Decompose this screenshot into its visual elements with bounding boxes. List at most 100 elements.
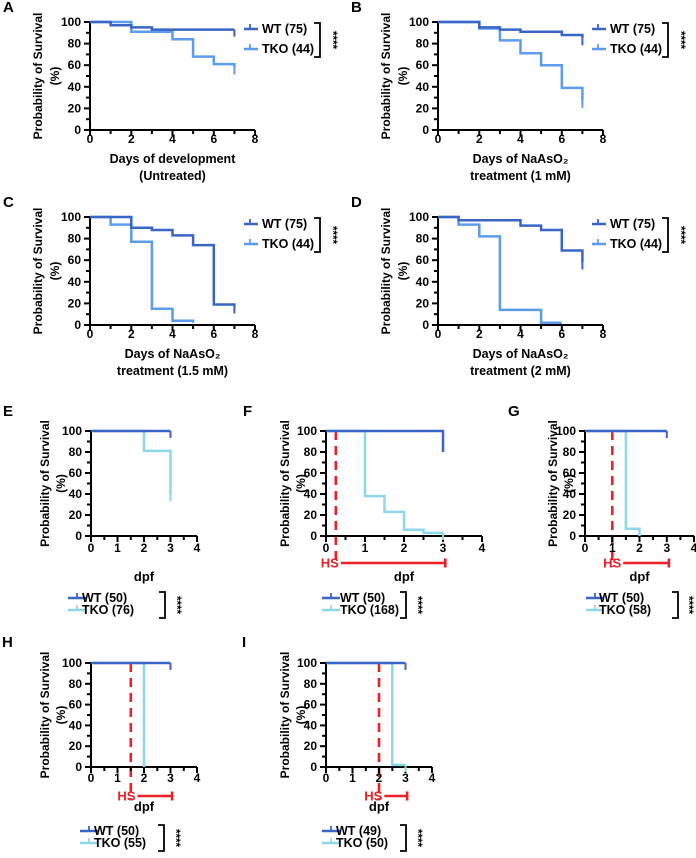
x-tick-label: 0: [582, 541, 589, 555]
significance-stars: ****: [674, 226, 686, 244]
significance-stars: ****: [326, 31, 338, 49]
panel-d: D 0 2 4 6 8 0 20 40 60 80 100 Probability of Surviv…: [348, 194, 696, 390]
hs-annotation: HS: [603, 431, 671, 571]
x-axis-label: treatment (1 mM): [470, 169, 571, 183]
survival-curves: [90, 215, 236, 323]
panel-a: A 0 2 4 6 8 0 20 40 60 80 100 Probability of Surviv…: [0, 0, 348, 195]
x-axis-label: Days of NaAsO₂: [473, 347, 569, 361]
x-axis-label: Days of development: [110, 152, 237, 166]
x-tick-label: 4: [194, 541, 201, 555]
x-tick-label: 2: [376, 771, 383, 785]
y-tick-label: 40: [416, 275, 430, 289]
survival-curve-wt: [90, 20, 235, 31]
significance-stars: ****: [674, 31, 686, 49]
x-tick-label: 0: [87, 132, 94, 146]
x-axis-label: dpf: [394, 569, 415, 584]
x-tick-label: 1: [609, 541, 616, 555]
x-axis-label: dpf: [134, 799, 155, 814]
x-tick-label: 1: [114, 541, 121, 555]
hs-label: HS: [321, 556, 339, 571]
y-tick-label: 60: [68, 58, 82, 72]
y-tick-label: 100: [556, 424, 576, 438]
y-tick-label: 80: [416, 37, 430, 51]
significance-stars: ****: [326, 226, 338, 244]
x-tick-label: 8: [600, 132, 607, 146]
y-axis-label: Probability of Survival: [379, 13, 393, 140]
survival-curve-tko: [438, 215, 562, 325]
x-tick-label: 2: [141, 771, 148, 785]
x-axis-label: Days of NaAsO₂: [473, 152, 569, 166]
y-tick-label: 20: [563, 508, 577, 522]
axes: [437, 216, 603, 326]
legend-label: WT (50): [340, 591, 385, 605]
y-axis-label: Probability of Survival: [278, 652, 292, 779]
x-tick-label: 2: [128, 132, 135, 146]
hs-label: HS: [117, 789, 135, 804]
axes: [437, 21, 603, 131]
x-tick-label: 4: [194, 771, 201, 785]
x-tick-label: 4: [479, 541, 486, 555]
legend-label: WT (75): [610, 217, 655, 231]
y-tick-label: 0: [422, 123, 429, 137]
legend-label: TKO (50): [336, 836, 388, 850]
legend-label: TKO (168): [340, 603, 399, 617]
y-tick-label: 40: [68, 275, 82, 289]
panel-letter-a: A: [3, 0, 14, 16]
panel-b: B 0 2 4 6 8 0 20 40 60 80 100 Probability of Surviv…: [348, 0, 696, 195]
legend-label: TKO (44): [262, 42, 314, 56]
y-tick-label: 0: [422, 318, 429, 332]
survival-curve-tko: [326, 429, 443, 535]
y-tick-label: 40: [304, 718, 318, 732]
hs-annotation: HS: [117, 663, 174, 804]
x-tick-label: 1: [349, 771, 356, 785]
y-axis-label: (%): [48, 262, 62, 281]
x-tick-label: 0: [88, 541, 95, 555]
y-tick-label: 60: [416, 253, 430, 267]
legend-label: WT (49): [336, 824, 381, 838]
x-axis-label: (Untreated): [139, 169, 206, 183]
x-tick-label: 0: [88, 771, 95, 785]
y-tick-label: 40: [563, 487, 577, 501]
x-tick-label: 3: [167, 541, 174, 555]
y-tick-label: 40: [416, 80, 430, 94]
x-tick-label: 4: [691, 541, 696, 555]
panel-g: G HS 0 1 2 3 4 0 20 40 60 80 100 Probability of Surv…: [456, 390, 696, 635]
legend: WT (50)TKO (168): [322, 591, 399, 617]
legend-label: WT (75): [262, 22, 307, 36]
y-tick-label: 80: [304, 677, 318, 691]
hs-label: HS: [603, 556, 621, 571]
hs-annotation: HS: [321, 431, 447, 571]
y-tick-label: 80: [69, 445, 83, 459]
x-tick-label: 2: [636, 541, 643, 555]
survival-curve-tko: [90, 215, 195, 323]
survival-curves: [91, 429, 172, 501]
panel-letter-e: E: [3, 403, 14, 420]
significance-bracket: [662, 217, 669, 253]
y-tick-label: 100: [61, 210, 81, 224]
legend-label: WT (50): [94, 824, 139, 838]
x-axis-label: treatment (1.5 mM): [117, 364, 228, 378]
x-tick-label: 1: [114, 771, 121, 785]
y-tick-label: 40: [69, 718, 83, 732]
y-tick-label: 60: [304, 698, 318, 712]
x-tick-label: 2: [476, 327, 483, 341]
legend-label: TKO (58): [599, 603, 651, 617]
y-axis-label: Probability of Survival: [379, 208, 393, 335]
panel-e: E 0 1 2 3 4 0 20 40 60 80 100 Probability of Surviv…: [0, 390, 252, 635]
panel-letter-c: C: [3, 194, 14, 211]
legend-label: TKO (76): [82, 603, 134, 617]
y-tick-label: 60: [304, 466, 318, 480]
survival-curve-wt: [438, 215, 584, 263]
y-tick-label: 0: [569, 529, 576, 543]
y-tick-label: 60: [69, 698, 83, 712]
y-tick-label: 80: [68, 232, 82, 246]
survival-curve-tko: [91, 661, 146, 767]
y-tick-label: 100: [297, 656, 317, 670]
legend-label: TKO (44): [262, 237, 314, 251]
